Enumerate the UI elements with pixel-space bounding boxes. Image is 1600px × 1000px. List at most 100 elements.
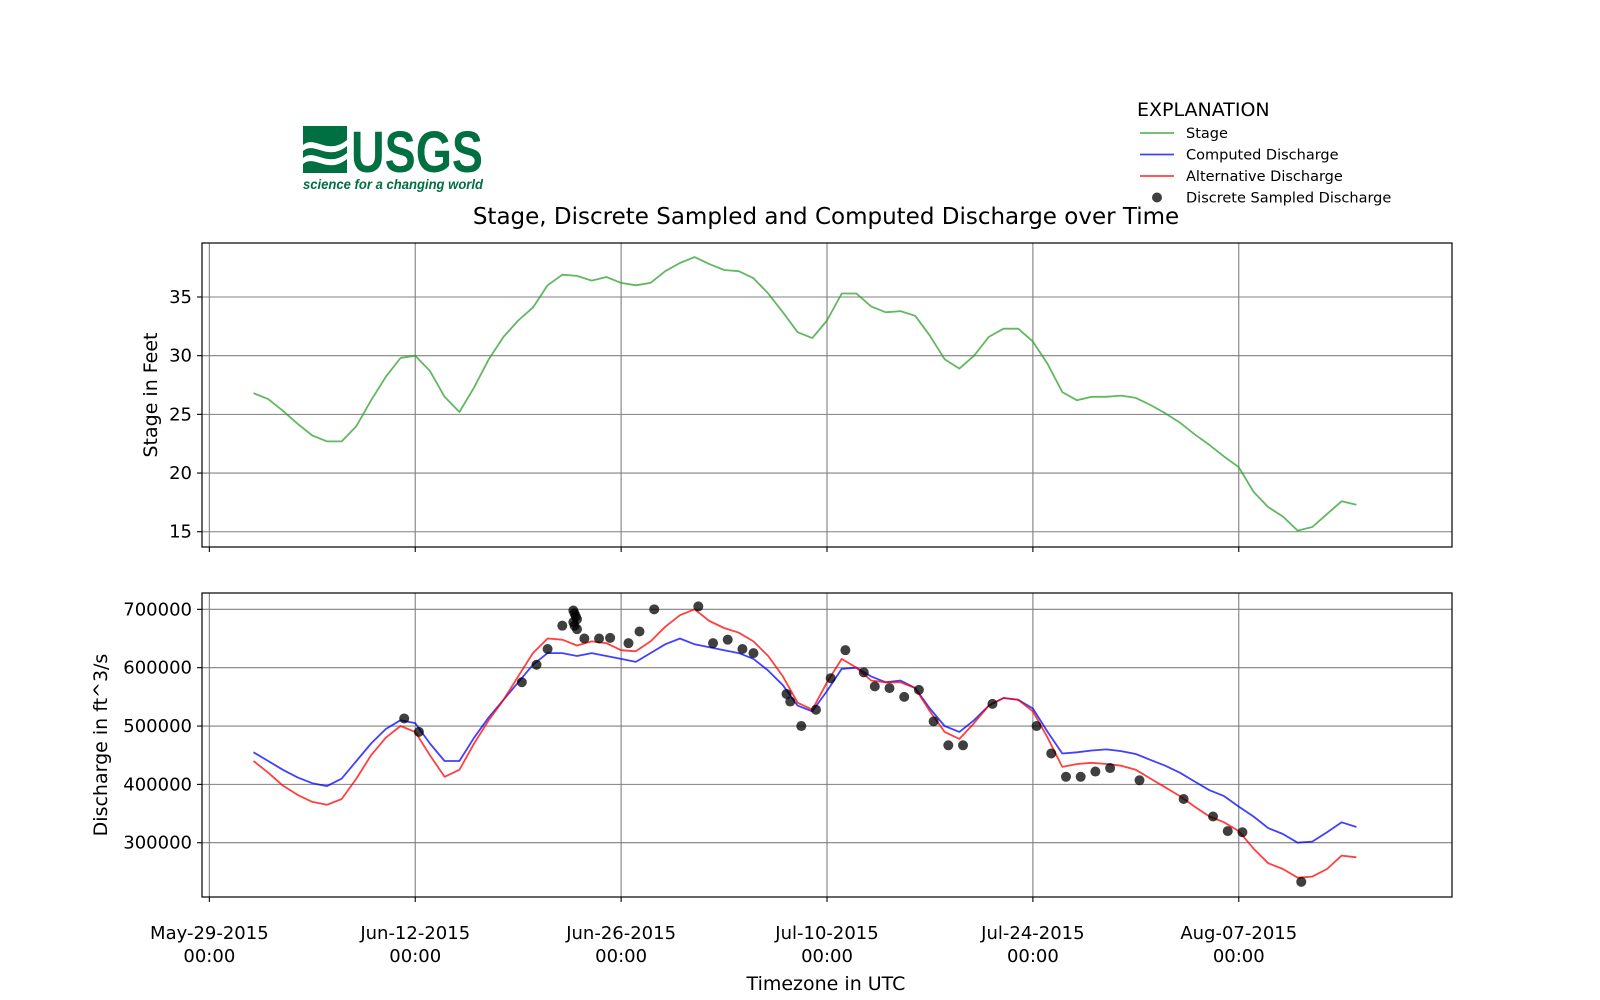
usgs-logo: USGS science for a changing world (303, 120, 484, 192)
discharge-x-axis: May-29-201500:00Jun-12-201500:00Jun-26-2… (150, 897, 1297, 967)
discrete-sampled-discharge-point (1031, 721, 1042, 732)
discrete-sampled-discharge-point (605, 632, 616, 643)
x-tick-label-date: Aug-07-2015 (1180, 923, 1297, 944)
discrete-sampled-discharge-point (1060, 771, 1071, 782)
discrete-sampled-discharge-point (913, 684, 924, 695)
discharge-y-axis: 300000 400000 500000 600000 700000 (123, 599, 202, 854)
x-tick-label-date: May-29-2015 (150, 923, 269, 944)
discrete-sampled-discharge-point (810, 704, 821, 715)
stage-y-tick-label: 35 (169, 287, 192, 308)
discrete-sampled-discharge-point (899, 691, 910, 702)
discharge-y-tick-label: 600000 (123, 658, 192, 679)
legend-entry-stage: Stage (1140, 126, 1228, 142)
discrete-sampled-discharge-point (928, 716, 939, 727)
discrete-sampled-discharge-point (943, 740, 954, 751)
chart-title: Stage, Discrete Sampled and Computed Dis… (473, 204, 1179, 230)
discrete-sampled-discharge-point (634, 626, 645, 637)
discrete-sampled-discharge-point (579, 633, 590, 644)
discrete-sampled-discharge-points (399, 601, 1307, 887)
logo-tagline: science for a changing world (303, 177, 484, 192)
discrete-sampled-discharge-point (1134, 775, 1145, 786)
discharge-gridlines (202, 593, 1452, 897)
discrete-sampled-discharge-point (623, 638, 634, 649)
discrete-sampled-discharge-point (1296, 876, 1307, 887)
discrete-sampled-discharge-point (781, 688, 792, 699)
discrete-sampled-discharge-point (649, 604, 660, 615)
discharge-y-tick-label: 700000 (123, 599, 192, 620)
x-tick-label-time: 00:00 (1213, 946, 1265, 967)
discrete-sampled-discharge-point (1222, 826, 1233, 837)
stage-gridlines (202, 243, 1452, 547)
legend-title: EXPLANATION (1137, 99, 1270, 121)
discrete-sampled-discharge-point (884, 683, 895, 694)
legend-label: Discrete Sampled Discharge (1186, 191, 1391, 207)
stage-y-axis-label: Stage in Feet (140, 332, 162, 457)
stage-y-axis: 15 20 25 30 35 (169, 287, 202, 543)
legend-entry-computed-discharge: Computed Discharge (1140, 148, 1339, 164)
discrete-sampled-discharge-point (708, 638, 719, 649)
legend-label: Stage (1186, 126, 1228, 142)
discharge-y-tick-label: 500000 (123, 716, 192, 737)
stage-y-tick-label: 15 (169, 522, 192, 543)
stage-y-tick-label: 30 (169, 346, 192, 367)
x-tick-label-date: Jun-26-2015 (565, 923, 676, 944)
discrete-sampled-discharge-point (1046, 748, 1057, 759)
legend-label: Alternative Discharge (1186, 169, 1343, 185)
discrete-sampled-discharge-point (594, 633, 605, 644)
legend-entry-alternative-discharge: Alternative Discharge (1140, 169, 1343, 185)
stage-line (253, 256, 1357, 532)
discrete-sampled-discharge-point (557, 620, 568, 631)
stage-series (253, 256, 1357, 532)
discrete-sampled-discharge-point (693, 601, 704, 612)
legend-marker-point (1152, 192, 1162, 203)
discrete-sampled-discharge-point (748, 648, 759, 659)
discrete-sampled-discharge-point (1090, 766, 1101, 777)
discrete-sampled-discharge-point (987, 698, 998, 709)
x-tick-label-time: 00:00 (595, 946, 647, 967)
stage-y-tick-label: 20 (169, 463, 192, 484)
legend-entry-discrete-sampled-discharge: Discrete Sampled Discharge (1152, 191, 1391, 207)
x-tick-label-date: Jun-12-2015 (359, 923, 470, 944)
discrete-sampled-discharge-point (572, 624, 582, 635)
computed-discharge-line (253, 637, 1357, 844)
discrete-sampled-discharge-point (840, 645, 851, 656)
x-tick-label-time: 00:00 (183, 946, 235, 967)
x-tick-label-date: Jul-10-2015 (774, 923, 878, 944)
discharge-panel: 300000 400000 500000 600000 700000 May-29-20… (90, 592, 1453, 967)
stage-panel: 15 20 25 30 35 Stage in Feet (140, 242, 1453, 552)
x-axis-label: Timezone in UTC (746, 973, 906, 995)
discrete-sampled-discharge-point (722, 634, 733, 645)
discrete-sampled-discharge-point (413, 726, 424, 737)
discrete-sampled-discharge-point (399, 713, 410, 724)
discrete-sampled-discharge-point (825, 673, 836, 684)
discharge-series (252, 601, 1357, 887)
discharge-y-axis-label: Discharge in ft^3/s (90, 654, 112, 837)
x-tick-label-time: 00:00 (1007, 946, 1059, 967)
legend-label: Computed Discharge (1186, 148, 1339, 164)
discrete-sampled-discharge-point (1105, 763, 1116, 774)
logo-wordmark: USGS (351, 120, 483, 185)
discrete-sampled-discharge-point (542, 644, 553, 655)
discrete-sampled-discharge-point (737, 644, 748, 655)
discrete-sampled-discharge-point (1208, 811, 1219, 822)
stage-x-ticks (208, 547, 1240, 552)
discrete-sampled-discharge-point (796, 721, 807, 732)
usgs-wave-mark-icon (303, 126, 347, 173)
stage-y-tick-label: 25 (169, 404, 192, 425)
discrete-sampled-discharge-point (1237, 827, 1248, 838)
x-tick-label-time: 00:00 (389, 946, 441, 967)
discrete-sampled-discharge-point (858, 667, 869, 678)
discrete-sampled-discharge-point (1075, 771, 1086, 782)
discrete-sampled-discharge-point (869, 681, 880, 692)
alternative-discharge-line (252, 608, 1357, 879)
discrete-sampled-discharge-point (958, 740, 969, 751)
discrete-sampled-discharge-point (531, 659, 542, 670)
discharge-y-tick-label: 400000 (123, 774, 192, 795)
x-tick-label-date: Jul-24-2015 (980, 923, 1084, 944)
discrete-sampled-discharge-point (785, 696, 796, 707)
discrete-sampled-discharge-point (516, 677, 527, 688)
discrete-sampled-discharge-point (1178, 793, 1189, 804)
discharge-y-tick-label: 300000 (123, 833, 192, 854)
legend: EXPLANATION Stage Computed Discharge Alter… (1137, 99, 1391, 207)
